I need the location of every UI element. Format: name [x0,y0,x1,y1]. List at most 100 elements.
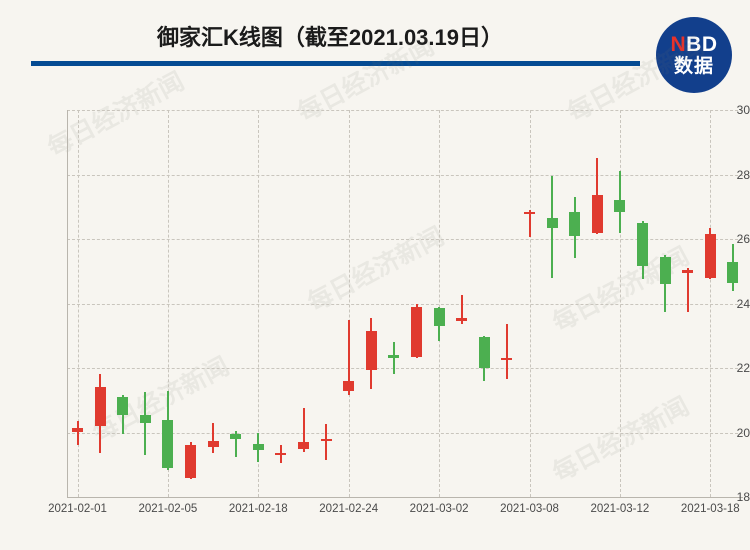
y-axis-tick-label: 24 [736,296,750,311]
candle-body [117,397,129,415]
title-underline-rule [31,61,640,66]
candle-wick [325,424,328,460]
candle-body [365,330,377,370]
candle-body [252,443,264,451]
candlestick [569,197,581,259]
gridline-vertical [439,110,441,497]
y-axis-tick-label: 20 [736,425,750,440]
candlestick [659,255,671,312]
candle-body [320,438,332,441]
candlestick [275,445,287,464]
x-axis-tick-label: 2021-02-01 [48,503,107,515]
x-axis-tick-label: 2021-02-18 [228,503,288,515]
candlestick [298,408,309,452]
candle-body [456,318,468,322]
candle-body [704,234,716,278]
candlestick [207,422,219,454]
gridline-horizontal [67,303,743,305]
candlestick [230,430,242,457]
candle-body [478,337,490,368]
candle-wick [686,268,689,312]
candle-body [659,256,671,285]
candle-body [614,200,626,212]
gridline-horizontal [67,239,743,240]
candle-body [230,434,242,439]
gridline-vertical [77,110,79,497]
candle-wick [76,421,79,446]
candlestick [117,395,129,435]
candle-wick [212,422,215,454]
page-title: 御家汇K线图（截至2021.03.19日） [157,25,503,50]
x-axis-line [67,497,743,498]
candle-body [569,211,581,236]
candlestick [433,306,445,341]
candle-wick [347,319,350,396]
candlestick [139,392,151,456]
candle-wick [121,395,124,435]
candlestick [185,442,196,480]
gridline-horizontal [67,368,743,369]
x-axis-tick-label: 2021-02-24 [319,503,379,515]
candle-body [388,355,400,359]
y-axis-line [67,110,68,498]
candlestick [682,268,694,312]
candlestick [320,424,332,460]
candlestick [411,303,422,359]
candlestick [72,421,83,446]
candle-body [411,306,422,357]
gridline-horizontal [67,110,743,111]
candle-body [139,414,151,423]
y-axis-tick-label: 26 [736,232,750,246]
candlestick [343,319,355,396]
y-axis-tick-label: 22 [736,361,750,375]
candlestick [388,342,400,375]
candle-body [524,211,535,214]
candle-wick [234,430,237,457]
candlestick [162,390,174,470]
gridline-horizontal [67,432,743,434]
candle-wick [392,342,395,375]
candlestick [614,171,626,233]
x-axis-tick-label: 2021-03-08 [500,503,559,515]
gridline-vertical [348,110,350,497]
candle-body [637,222,648,267]
candle-body [433,308,445,327]
y-axis-tick-label: 30 [736,103,750,117]
x-axis-tick-label: 2021-03-18 [680,503,740,515]
logo-nbd-text: NBD [670,34,717,55]
gridline-horizontal [67,174,743,176]
candle-body [72,427,83,433]
candlestick [591,158,603,235]
x-axis-tick-label: 2021-03-12 [590,503,650,515]
candle-body [162,419,174,468]
candle-wick [460,295,463,325]
logo-letters-bd: BD [686,33,718,56]
gridline-vertical [258,110,260,497]
x-axis-tick-label: 2021-03-02 [409,503,469,515]
nbd-logo: NBD 数据 [656,17,732,93]
candle-body [591,195,603,233]
candle-body [298,442,309,449]
candle-body [727,261,739,283]
gridline-vertical [167,110,169,497]
candle-wick [505,324,508,380]
chart-header: 御家汇K线图（截至2021.03.19日） NBD 数据 [0,0,750,93]
candlestick [252,432,264,462]
candlestick [365,318,377,389]
candle-body [343,380,355,391]
candlestick [94,374,106,454]
x-axis-tick-label: 2021-02-05 [138,503,198,515]
candlestick [546,176,558,278]
logo-subtitle: 数据 [673,56,714,77]
logo-letter-n: N [670,33,687,56]
candle-body [185,445,196,478]
candle-body [94,387,106,427]
candle-wick [528,209,531,238]
candle-body [207,440,219,447]
candlestick [524,209,535,238]
candle-body [682,269,694,273]
candlestick [704,227,716,280]
candlestick [637,221,648,280]
candle-wick [302,408,305,452]
